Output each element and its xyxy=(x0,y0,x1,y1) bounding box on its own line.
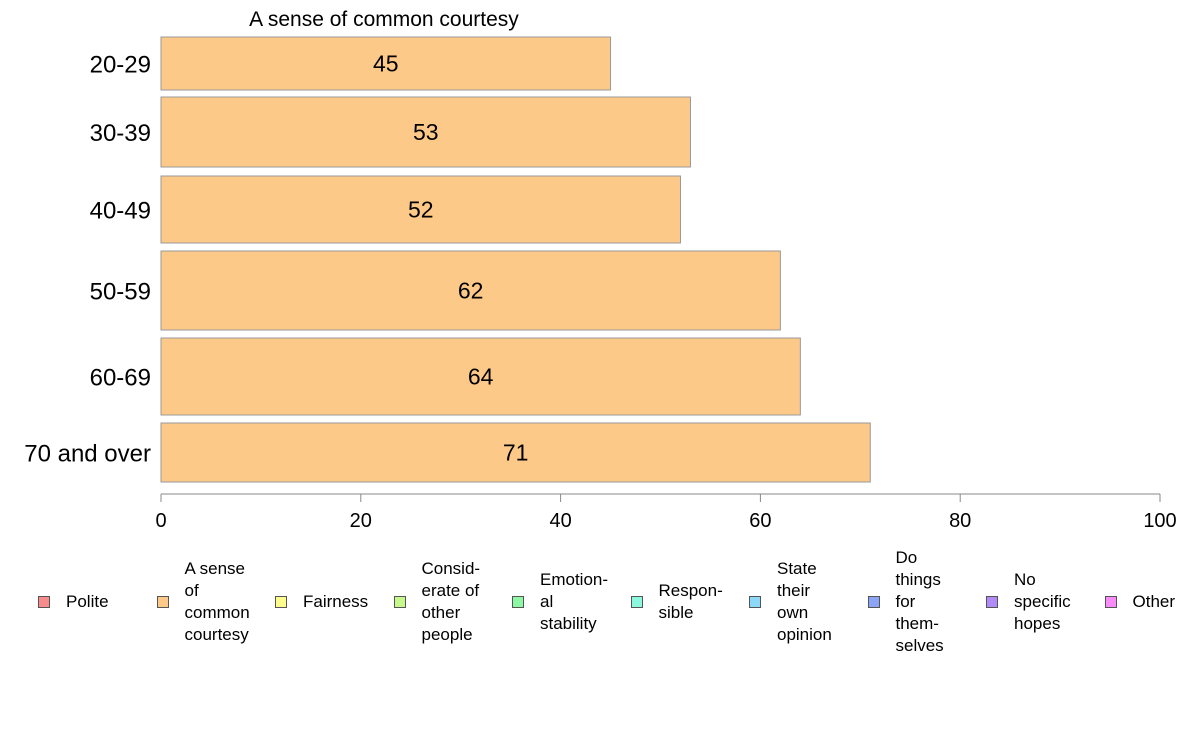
x-tick-label: 60 xyxy=(749,510,771,532)
bar xyxy=(160,96,691,168)
legend-item: Consid- erate of other people xyxy=(393,542,481,662)
x-tick-label: 80 xyxy=(949,510,971,532)
chart-legend: Polite A sense of common courtesy Fairness… xyxy=(38,542,1186,662)
bar xyxy=(160,250,781,331)
legend-swatch xyxy=(867,596,880,608)
legend-swatch xyxy=(393,596,406,608)
legend-label: Polite xyxy=(66,592,109,611)
x-tick-label: 100 xyxy=(1143,510,1176,532)
category-tick-label: 70 and over xyxy=(24,441,151,468)
legend-item: Polite xyxy=(38,542,109,662)
bar xyxy=(160,337,801,416)
legend-label: No specific hopes xyxy=(1014,570,1071,633)
legend-label: Consid- erate of other people xyxy=(421,559,481,644)
bar-value-label: 62 xyxy=(458,278,484,304)
category-tick-label: 50-59 xyxy=(90,279,151,306)
x-tick-label: 0 xyxy=(155,510,166,532)
legend-swatch xyxy=(1104,596,1117,608)
legend-label: Emotion- al stability xyxy=(540,570,609,633)
legend-swatch xyxy=(156,596,169,608)
legend-item: Other xyxy=(1104,542,1176,662)
legend-swatch xyxy=(512,596,524,608)
category-tick-label: 60-69 xyxy=(90,365,151,392)
category-tick-label: 20-29 xyxy=(90,52,151,79)
legend-label: Fairness xyxy=(303,592,369,611)
legend-item: State their own opinion xyxy=(749,542,832,662)
bar-chart: A sense of common courtesy 45 20-29 53 30-3… xyxy=(24,8,1176,532)
category-tick-label: 40-49 xyxy=(90,198,151,225)
legend-item: Fairness xyxy=(275,542,368,662)
legend-label: A sense of common courtesy xyxy=(184,559,250,644)
bar-value-label: 64 xyxy=(468,364,494,390)
legend-label: Other xyxy=(1132,592,1176,611)
bar-value-label: 53 xyxy=(413,119,439,145)
legend-swatch xyxy=(275,596,287,608)
legend-item: Do things for them- selves xyxy=(867,542,944,662)
legend-label: Do things for them- selves xyxy=(895,548,944,655)
x-tick-label: 20 xyxy=(350,510,372,532)
legend-label: State their own opinion xyxy=(777,559,832,644)
legend-item: No specific hopes xyxy=(986,542,1071,662)
bar-value-label: 45 xyxy=(373,51,399,77)
x-tick-label: 40 xyxy=(549,510,571,532)
legend-swatch xyxy=(38,596,50,608)
legend-swatch xyxy=(630,596,643,608)
bar-value-label: 52 xyxy=(408,197,434,223)
legend-swatch xyxy=(986,596,998,608)
category-tick-label: 30-39 xyxy=(90,120,151,147)
legend-item: Respon- sible xyxy=(630,542,723,662)
bar xyxy=(160,175,681,244)
legend-swatch xyxy=(749,596,761,608)
bar xyxy=(160,422,871,483)
legend-item: A sense of common courtesy xyxy=(156,542,250,662)
bar-value-label: 71 xyxy=(503,440,529,466)
bar xyxy=(160,36,612,91)
legend-label: Respon- sible xyxy=(658,581,723,622)
legend-item: Emotion- al stability xyxy=(512,542,608,662)
chart-title: A sense of common courtesy xyxy=(249,8,519,31)
